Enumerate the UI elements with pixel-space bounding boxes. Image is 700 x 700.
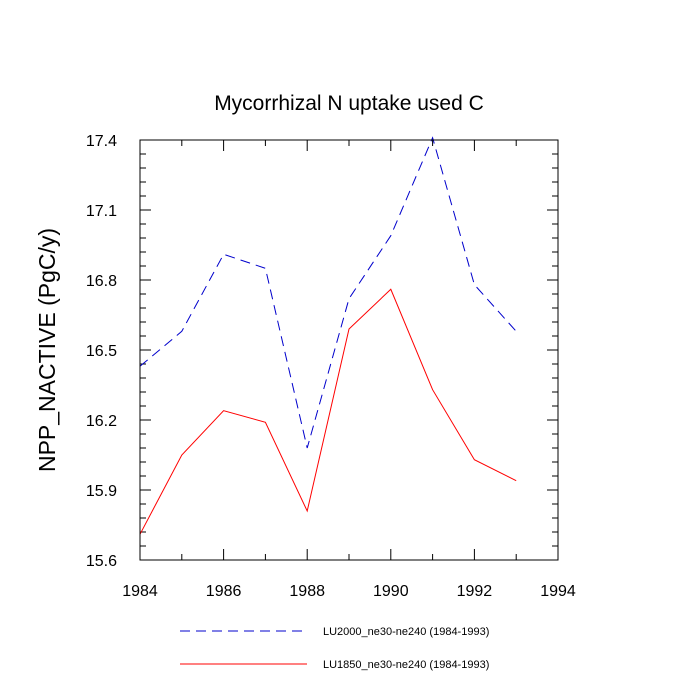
y-tick-label: 17.4 xyxy=(86,133,117,150)
y-axis-label: NPP_NACTIVE (PgC/y) xyxy=(34,228,60,472)
y-tick-label: 15.6 xyxy=(86,553,117,570)
y-tick-label: 17.1 xyxy=(86,203,117,220)
x-tick-label: 1988 xyxy=(289,583,325,600)
chart-title: Mycorrhizal N uptake used C xyxy=(214,92,484,115)
y-tick-label: 16.2 xyxy=(86,413,117,430)
legend-label: LU1850_ne30-ne240 (1984-1993) xyxy=(323,659,489,671)
legend-label: LU2000_ne30-ne240 (1984-1993) xyxy=(323,626,489,638)
y-tick-label: 16.5 xyxy=(86,343,117,360)
x-tick-label: 1986 xyxy=(206,583,242,600)
series-lines xyxy=(139,136,517,535)
series-line-lu1850 xyxy=(139,288,517,535)
series-line-lu2000 xyxy=(139,136,517,449)
y-tick-label: 16.8 xyxy=(86,273,117,290)
legend: LU2000_ne30-ne240 (1984-1993) LU1850_ne30… xyxy=(180,626,489,671)
x-tick-label: 1984 xyxy=(122,583,158,600)
axis-ticks: 1984 1986 1988 1990 1992 1994 15.6 15.9 16.2 16.5… xyxy=(86,133,576,600)
y-tick-label: 15.9 xyxy=(86,483,117,500)
x-tick-label: 1990 xyxy=(373,583,409,600)
x-tick-label: 1992 xyxy=(457,583,493,600)
plot-frame xyxy=(139,139,559,561)
x-tick-label: 1994 xyxy=(540,583,576,600)
